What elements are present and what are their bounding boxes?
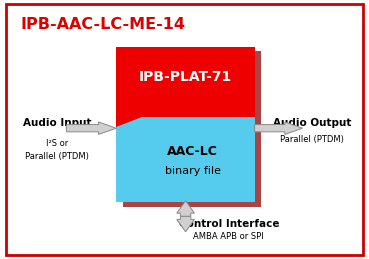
- Text: AMBA APB or SPI: AMBA APB or SPI: [193, 233, 264, 241]
- FancyArrow shape: [177, 201, 194, 216]
- FancyArrow shape: [177, 216, 194, 232]
- Text: binary file: binary file: [165, 166, 221, 176]
- FancyArrow shape: [66, 122, 116, 134]
- Text: Audio Output: Audio Output: [273, 118, 351, 128]
- Text: IPB-AAC-LC-ME-14: IPB-AAC-LC-ME-14: [20, 17, 185, 32]
- Text: Audio Input: Audio Input: [23, 118, 92, 128]
- FancyBboxPatch shape: [6, 4, 363, 255]
- Bar: [116, 47, 255, 202]
- Text: Control Interface: Control Interface: [179, 219, 279, 229]
- Bar: [123, 51, 261, 207]
- Text: AAC-LC: AAC-LC: [168, 145, 218, 158]
- Text: Parallel (PTDM): Parallel (PTDM): [280, 135, 344, 144]
- Text: I²S or
Parallel (PTDM): I²S or Parallel (PTDM): [25, 139, 89, 161]
- Polygon shape: [116, 117, 255, 202]
- Text: IPB-PLAT-71: IPB-PLAT-71: [139, 70, 232, 84]
- FancyArrow shape: [255, 122, 303, 134]
